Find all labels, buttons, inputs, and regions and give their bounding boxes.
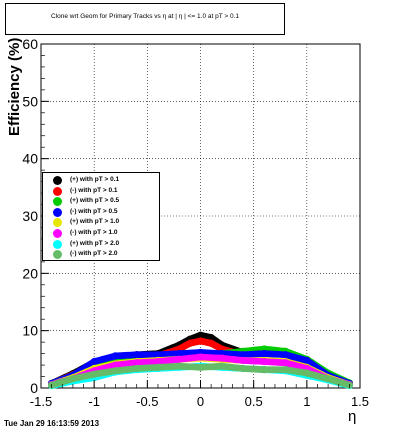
series-7 <box>48 362 353 389</box>
data-point <box>175 350 183 358</box>
x-tick-label: -0.5 <box>136 394 158 409</box>
data-point <box>303 369 311 377</box>
data-point <box>196 337 205 345</box>
x-tick-label: 1.5 <box>351 394 369 409</box>
legend: (+) with pT > 0.1 (-) with pT > 0.1 (+) wi… <box>42 172 160 261</box>
data-point <box>239 364 247 373</box>
legend-marker <box>53 239 62 249</box>
data-point <box>175 355 183 363</box>
data-point <box>111 352 120 360</box>
data-point <box>239 356 247 365</box>
data-point <box>239 351 247 359</box>
data-point <box>196 331 205 339</box>
data-point <box>154 363 162 371</box>
axes: -1.5 -1 -0.5 0 0.5 1 1.5 0 10 20 30 40 50 60 <box>22 36 369 409</box>
legend-entry: (+) with pT > 0.1 <box>43 175 159 185</box>
data-point <box>303 356 311 365</box>
data-point <box>260 358 268 366</box>
x-tick-label: -1 <box>88 394 100 409</box>
data-point <box>133 359 141 367</box>
data-point <box>111 361 120 369</box>
data-point <box>133 351 141 359</box>
legend-label: (-) with pT > 2.0 <box>70 250 118 258</box>
data-point <box>111 367 120 375</box>
legend-entry: (-) with pT > 1.0 <box>43 228 159 238</box>
data-point <box>260 366 268 374</box>
chart-title: Clone wrt Geom for Primary Tracks vs η a… <box>50 13 240 20</box>
x-axis-label: η <box>348 408 357 425</box>
data-point <box>90 358 98 366</box>
data-point <box>196 363 205 371</box>
x-tick-label: 1 <box>303 394 310 409</box>
legend-label: (-) with pT > 0.1 <box>70 186 118 194</box>
legend-label: (+) with pT > 0.1 <box>70 176 120 183</box>
data-point <box>207 339 215 347</box>
y-axis-label: Efficiency (%) <box>6 37 23 136</box>
data-point <box>196 353 205 361</box>
data-point <box>281 366 290 374</box>
legend-marker <box>53 229 62 238</box>
y-tick-label: 20 <box>22 265 38 281</box>
legend-label: (+) with pT > 1.0 <box>70 218 120 226</box>
data-point <box>154 351 162 359</box>
legend-marker <box>53 176 62 185</box>
data-point <box>281 359 290 367</box>
legend-label: (+) with pT > 2.0 <box>70 239 120 247</box>
legend-marker <box>53 250 62 260</box>
legend-label: (+) with pT > 0.5 <box>70 197 120 205</box>
data-point <box>218 354 226 362</box>
legend-marker <box>53 197 62 207</box>
legend-marker <box>53 186 62 196</box>
y-tick-label: 0 <box>30 380 38 396</box>
y-tick-label: 60 <box>22 36 38 52</box>
legend-entry: (+) with pT > 0.5 <box>43 196 159 207</box>
data-point <box>186 339 194 347</box>
data-point <box>90 370 98 378</box>
y-tick-label: 30 <box>22 208 38 224</box>
data-point <box>154 358 162 366</box>
legend-entry: (-) with pT > 2.0 <box>43 249 159 260</box>
data-point <box>260 350 268 358</box>
legend-marker <box>53 207 62 217</box>
legend-entry: (+) with pT > 2.0 <box>43 239 159 249</box>
timestamp: Tue Jan 29 16:13:59 2013 <box>4 419 100 428</box>
y-tick-label: 40 <box>22 151 38 167</box>
data-point <box>207 333 215 342</box>
x-tick-label: -1.5 <box>30 394 52 409</box>
legend-entry: (+) with pT > 1.0 <box>43 217 159 228</box>
data-point <box>281 351 290 359</box>
legend-label: (-) with pT > 1.0 <box>70 229 118 236</box>
series-layer <box>48 331 353 390</box>
y-tick-label: 50 <box>22 93 38 109</box>
legend-label: (-) with pT > 0.5 <box>70 207 118 215</box>
data-point <box>175 362 183 370</box>
x-tick-label: 0.5 <box>245 394 263 409</box>
title-box: Clone wrt Geom for Primary Tracks vs η a… <box>5 3 285 35</box>
y-tick-label: 10 <box>22 323 38 339</box>
series-3 <box>48 348 353 388</box>
data-point <box>69 375 77 383</box>
data-point <box>218 362 226 370</box>
data-point <box>324 375 332 383</box>
x-tick-label: 0 <box>197 394 204 409</box>
legend-entry: (-) with pT > 0.5 <box>43 207 159 217</box>
legend-marker <box>53 218 62 228</box>
data-point <box>133 364 141 373</box>
legend-entry: (-) with pT > 0.1 <box>43 186 159 196</box>
